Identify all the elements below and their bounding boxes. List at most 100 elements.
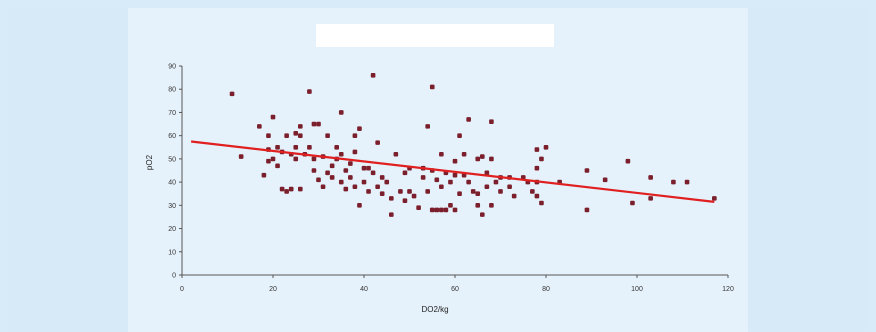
data-point <box>475 156 481 162</box>
data-point <box>466 179 471 185</box>
data-point <box>461 151 467 157</box>
data-point <box>648 175 653 180</box>
data-point <box>443 207 449 213</box>
data-point <box>489 156 494 162</box>
data-point <box>434 177 440 183</box>
data-point <box>311 168 317 173</box>
data-point <box>229 91 235 97</box>
y-tick-label: 40 <box>168 180 176 187</box>
x-ticks: 0 20 40 60 80 100 120 <box>180 275 734 293</box>
x-tick-label: 20 <box>269 286 277 293</box>
data-point <box>584 168 590 173</box>
data-point <box>507 184 512 190</box>
data-point <box>420 175 426 180</box>
data-point <box>407 189 412 194</box>
data-point <box>270 114 276 120</box>
data-point <box>625 158 631 164</box>
data-point <box>348 161 353 166</box>
data-point <box>338 110 344 115</box>
data-point <box>366 165 371 171</box>
data-point <box>311 121 317 127</box>
data-point <box>425 124 430 129</box>
data-point <box>343 186 349 192</box>
data-point <box>470 189 476 194</box>
data-point <box>275 163 280 169</box>
data-point <box>457 191 462 197</box>
x-tick-label: 120 <box>722 286 734 293</box>
y-tick-label: 70 <box>168 110 176 117</box>
data-point <box>338 179 344 185</box>
y-tick-label: 30 <box>168 203 176 210</box>
data-point <box>334 144 339 150</box>
data-point <box>475 203 481 208</box>
data-point <box>298 186 303 192</box>
data-point <box>307 89 312 94</box>
data-point <box>379 191 385 197</box>
data-point <box>316 121 321 127</box>
data-point <box>539 200 544 206</box>
y-tick-label: 90 <box>168 64 176 71</box>
data-point <box>270 156 276 162</box>
data-point <box>630 200 635 206</box>
data-point <box>543 144 549 150</box>
data-point <box>357 203 362 208</box>
data-point <box>439 207 444 213</box>
x-axis-title: DO2/kg <box>421 305 448 314</box>
data-point <box>425 189 430 194</box>
x-tick-label: 40 <box>360 286 368 293</box>
data-point <box>498 189 503 194</box>
data-point <box>539 156 544 162</box>
data-point <box>475 191 481 197</box>
data-point <box>293 156 299 162</box>
data-point <box>416 205 421 210</box>
data-point <box>361 165 367 171</box>
data-points <box>229 72 717 217</box>
y-tick-label: 0 <box>172 273 176 280</box>
data-point <box>284 133 289 138</box>
data-point <box>484 170 490 176</box>
data-point <box>238 154 244 159</box>
data-point <box>452 207 458 213</box>
axes <box>181 66 728 276</box>
data-point <box>684 179 690 185</box>
data-point <box>266 158 271 164</box>
data-point <box>393 151 399 157</box>
data-point <box>352 184 358 190</box>
data-point <box>257 124 262 129</box>
data-point <box>379 175 385 180</box>
data-point <box>484 184 490 190</box>
data-point <box>375 184 380 190</box>
data-point <box>602 177 608 183</box>
data-point <box>452 172 458 178</box>
data-point <box>329 175 335 180</box>
data-point <box>329 163 335 169</box>
data-point <box>370 72 376 78</box>
data-point <box>480 154 485 159</box>
data-point <box>325 170 330 176</box>
data-point <box>370 170 376 176</box>
data-point <box>275 144 280 150</box>
data-point <box>534 165 540 171</box>
data-point <box>307 144 312 150</box>
data-point <box>361 179 367 185</box>
data-point <box>366 189 371 194</box>
data-point <box>384 179 390 185</box>
data-point <box>489 119 494 125</box>
data-point <box>648 196 653 201</box>
data-point <box>284 189 289 194</box>
data-point <box>398 189 403 194</box>
data-point <box>402 198 408 203</box>
data-point <box>530 189 535 194</box>
data-point <box>311 156 317 162</box>
data-point <box>402 170 408 176</box>
y-tick-label: 80 <box>168 87 176 94</box>
x-tick-label: 0 <box>180 286 184 293</box>
data-point <box>298 133 303 138</box>
data-point <box>338 151 344 157</box>
data-point <box>320 184 326 190</box>
data-point <box>429 207 435 213</box>
data-point <box>348 175 353 180</box>
data-point <box>493 179 499 185</box>
